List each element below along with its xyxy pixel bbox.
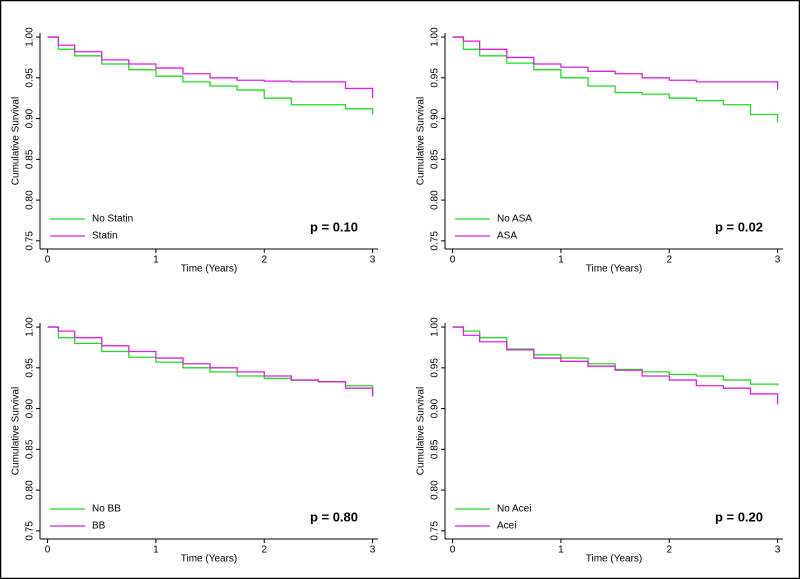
y-tick-label: 0.95 <box>25 68 36 88</box>
p-value: p = 0.10 <box>310 219 358 234</box>
x-tick-label: 0 <box>45 255 51 266</box>
y-tick-label: 0.75 <box>25 521 36 541</box>
y-tick-label: 0.80 <box>430 480 441 500</box>
y-tick-label: 0.90 <box>25 398 36 418</box>
survival-curve <box>47 36 374 115</box>
panel: 0.75 0.80 0.85 0.90 0.95 1.00 0 1 2 3 Time (Years)… <box>11 317 378 565</box>
x-tick-label: 2 <box>261 255 267 266</box>
survival-curve <box>47 326 374 397</box>
y-tick-label: 0.85 <box>25 439 36 459</box>
x-tick-label: 1 <box>558 545 564 556</box>
p-value: p = 0.80 <box>310 509 358 524</box>
x-tick-label: 2 <box>666 255 672 266</box>
y-tick-label: 0.95 <box>430 358 441 378</box>
survival-curve <box>452 326 779 386</box>
x-axis-label: Time (Years) <box>181 264 238 275</box>
y-tick-label: 1.00 <box>430 317 441 337</box>
survival-curve <box>452 36 779 123</box>
y-axis-label: Cumulative Survival <box>11 97 22 185</box>
x-tick-label: 0 <box>450 545 456 556</box>
y-tick-label: 0.75 <box>430 231 441 251</box>
x-axis-label: Time (Years) <box>586 554 643 565</box>
x-tick-label: 1 <box>558 255 564 266</box>
y-axis-label: Cumulative Survival <box>416 97 427 185</box>
x-tick-label: 1 <box>153 255 159 266</box>
y-tick-label: 0.85 <box>25 149 36 169</box>
y-tick-label: 0.80 <box>430 190 441 210</box>
x-tick-label: 3 <box>775 545 781 556</box>
legend-label: Statin <box>92 231 118 242</box>
y-tick-label: 0.75 <box>25 231 36 251</box>
x-tick-label: 3 <box>370 545 376 556</box>
legend-label: Acei <box>497 521 516 532</box>
y-tick-label: 0.80 <box>25 190 36 210</box>
panel: 0.75 0.80 0.85 0.90 0.95 1.00 0 1 2 3 Time (Years)… <box>416 317 783 565</box>
y-tick-label: 0.75 <box>430 521 441 541</box>
x-axis-label: Time (Years) <box>586 264 643 275</box>
p-value: p = 0.02 <box>715 219 763 234</box>
p-value: p = 0.20 <box>715 509 763 524</box>
legend-label: ASA <box>497 231 517 242</box>
survival-curve <box>452 36 779 91</box>
survival-curve <box>47 36 374 99</box>
y-axis-label: Cumulative Survival <box>416 387 427 475</box>
panel: 0.75 0.80 0.85 0.90 0.95 1.00 0 1 2 3 Time (Years)… <box>416 27 783 275</box>
y-tick-label: 0.95 <box>430 68 441 88</box>
panel: 0.75 0.80 0.85 0.90 0.95 1.00 0 1 2 3 Time (Years)… <box>11 27 378 275</box>
y-tick-label: 0.85 <box>430 149 441 169</box>
y-tick-label: 0.80 <box>25 480 36 500</box>
legend-label: No Statin <box>92 214 133 225</box>
y-tick-label: 0.90 <box>430 398 441 418</box>
legend-label: BB <box>92 521 106 532</box>
y-axis-label: Cumulative Survival <box>11 387 22 475</box>
legend-label: No Acei <box>497 504 531 515</box>
x-tick-label: 1 <box>153 545 159 556</box>
legend-label: No ASA <box>497 214 532 225</box>
y-tick-label: 1.00 <box>25 27 36 47</box>
survival-curve <box>452 326 779 405</box>
x-tick-label: 2 <box>666 545 672 556</box>
y-tick-label: 1.00 <box>430 27 441 47</box>
x-tick-label: 0 <box>450 255 456 266</box>
x-tick-label: 3 <box>775 255 781 266</box>
y-tick-label: 1.00 <box>25 317 36 337</box>
legend-label: No BB <box>92 504 121 515</box>
x-axis-label: Time (Years) <box>181 554 238 565</box>
y-tick-label: 0.85 <box>430 439 441 459</box>
y-tick-label: 0.90 <box>430 108 441 128</box>
x-tick-label: 3 <box>370 255 376 266</box>
y-tick-label: 0.95 <box>25 358 36 378</box>
x-tick-label: 2 <box>261 545 267 556</box>
y-tick-label: 0.90 <box>25 108 36 128</box>
x-tick-label: 0 <box>45 545 51 556</box>
